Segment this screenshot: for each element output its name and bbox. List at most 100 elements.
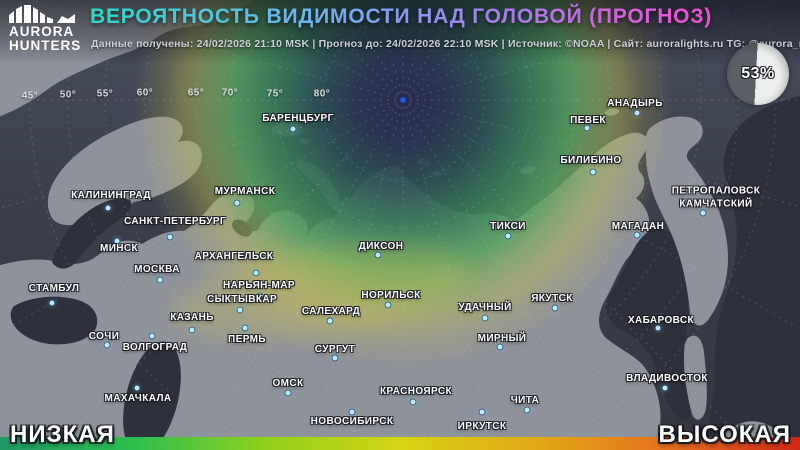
city-dot [134,385,140,391]
latitude-label: 45° [21,90,39,102]
moon-phase-indicator: 53% [727,43,789,105]
latitude-label: 60° [136,87,154,99]
title-char: Г [472,5,485,28]
title-char: М [330,5,349,28]
city-dot [237,307,243,313]
title-char: Д [449,5,466,28]
title-char: Н [657,5,674,28]
data-source-line: Данные получены: 24/02/2026 21:10 MSK | … [91,38,800,50]
title-char: Я [152,5,169,28]
title-char: О [549,5,567,28]
city-dot [479,409,485,415]
city-dot [253,270,259,276]
title-char: Й [566,5,583,28]
title-char: ( [589,5,597,28]
title-char: О [673,5,691,28]
city-dot [242,325,248,331]
caspian-sea [123,341,181,450]
title-char: В [266,5,283,28]
city-dot [290,126,296,132]
title-char: Н [181,5,198,28]
city-dot [105,205,111,211]
title-char: В [90,5,106,28]
title-char: В [533,5,550,28]
city-dot [662,385,668,391]
city-dot [114,238,120,244]
title-char: И [314,5,331,28]
city-dot [482,315,488,321]
title-char: Ь [243,5,260,28]
title-char: С [365,5,381,28]
city-dot [332,355,338,361]
title-char: З [690,5,705,28]
title-char: А [433,5,450,28]
title-char: П [596,5,613,28]
city-dot [167,234,173,240]
moon-illumination-value: 53% [741,65,775,82]
title-char: Д [298,5,315,28]
legend-high-label: ВЫСОКАЯ [658,421,791,448]
title-char: ) [704,5,713,28]
logo-text-line2: HUNTERS [9,37,82,53]
title-char: Т [380,5,395,28]
title-char: Т [168,5,182,28]
city-dot [257,293,263,299]
title-char: Л [501,5,517,28]
title-char: О [135,5,153,28]
latitude-label: 65° [187,87,205,99]
city-dot [524,407,530,413]
city-dot [104,342,110,348]
latitude-label: 75° [266,88,284,100]
title-char: С [214,5,231,28]
aurora-hunters-logo: AURORA HUNTERS [9,5,81,52]
city-dot [349,409,355,415]
title-char: Р [120,5,136,28]
land-sakhalin [684,335,707,420]
probability-gradient-bar [0,437,800,450]
city-dot [157,277,163,283]
title-char: Г [644,5,658,28]
title-char: Е [105,5,121,28]
title-char: О [348,5,366,28]
aurora-hunters-logo-icon [9,5,75,23]
city-dot [634,110,640,116]
title-char: Р [612,5,628,28]
page-title: ВЕРОЯТНОСТЬ ВИДИМОСТИ НАД ГОЛОВОЙ (ПРОГН… [90,5,712,29]
baltic-sea [52,198,132,269]
city-dot [505,233,511,239]
title-char: Т [230,5,244,28]
latitude-label: 70° [221,87,239,99]
title-char: Н [417,5,434,28]
city-dot [234,200,240,206]
title-char: О [484,5,502,28]
city-dot [590,169,596,175]
city-dot [327,318,333,324]
city-dot [497,344,503,350]
legend-low-label: НИЗКАЯ [10,421,115,448]
latitude-label: 80° [313,88,331,100]
black-sea [10,296,98,345]
city-dot [552,305,558,311]
latitude-label: 55° [96,88,114,100]
north-pole-marker [399,96,407,104]
city-dot [584,125,590,131]
city-dot [285,390,291,396]
city-dot [189,327,195,333]
city-dot [375,252,381,258]
aurora-yellow-band [171,244,469,340]
logo-text-line1: AURORA [9,24,75,39]
pacific-ocean [700,96,800,450]
title-char: О [627,5,645,28]
latitude-label: 50° [59,89,77,101]
city-dot [149,333,155,339]
header-shade [0,0,800,64]
title-char: О [516,5,534,28]
title-char: О [197,5,215,28]
city-dot [410,399,416,405]
title-char: И [394,5,411,28]
city-dot [700,210,706,216]
city-dot [385,302,391,308]
